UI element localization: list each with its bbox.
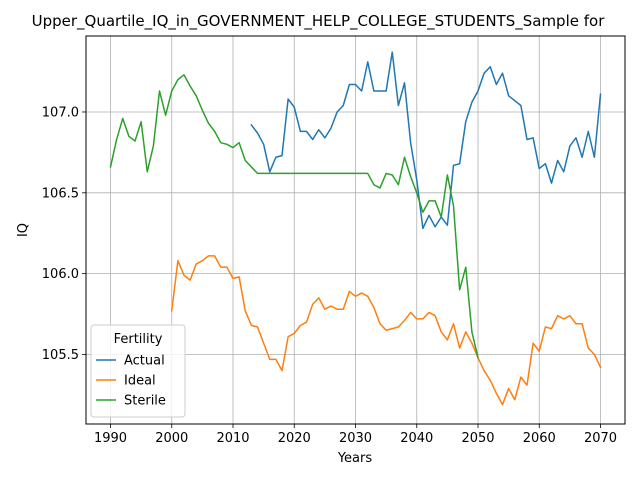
x-tick-label: 2020 <box>278 431 311 446</box>
legend-entries: Actual Ideal Sterile <box>96 354 166 409</box>
legend-box <box>90 324 186 418</box>
legend-label-sterile: Sterile <box>124 394 166 409</box>
x-tick-label: 1990 <box>94 431 127 446</box>
x-tick-label: 2030 <box>339 431 372 446</box>
x-tick-label: 2010 <box>216 431 249 446</box>
y-tick-label: 106.5 <box>42 186 79 201</box>
series-lines <box>109 51 602 406</box>
legend: Fertility Actual Ideal Sterile <box>90 324 186 418</box>
y-axis-ticks: 105.5 106.0 106.5 107.0 <box>42 105 86 363</box>
legend-title: Fertility <box>114 332 163 347</box>
series-line-sterile <box>109 74 479 359</box>
series-line-actual <box>250 51 602 230</box>
y-axis-label: IQ <box>16 223 31 237</box>
legend-label-actual: Actual <box>124 354 165 369</box>
x-tick-label: 2050 <box>461 431 494 446</box>
x-tick-label: 2040 <box>400 431 433 446</box>
x-tick-label: 2000 <box>155 431 188 446</box>
x-tick-label: 2060 <box>523 431 556 446</box>
x-tick-label: 2070 <box>584 431 617 446</box>
y-tick-label: 107.0 <box>42 105 79 120</box>
y-tick-label: 106.0 <box>42 267 79 282</box>
chart-title: Upper_Quartile_IQ_in_GOVERNMENT_HELP_COL… <box>32 12 606 31</box>
x-axis-label: Years <box>337 451 373 466</box>
legend-label-ideal: Ideal <box>124 374 156 389</box>
series-line-ideal <box>170 255 602 406</box>
x-axis-ticks: 1990 2000 2010 2020 2030 2040 2050 2060 2070 <box>94 424 617 446</box>
y-tick-label: 105.5 <box>42 348 79 363</box>
